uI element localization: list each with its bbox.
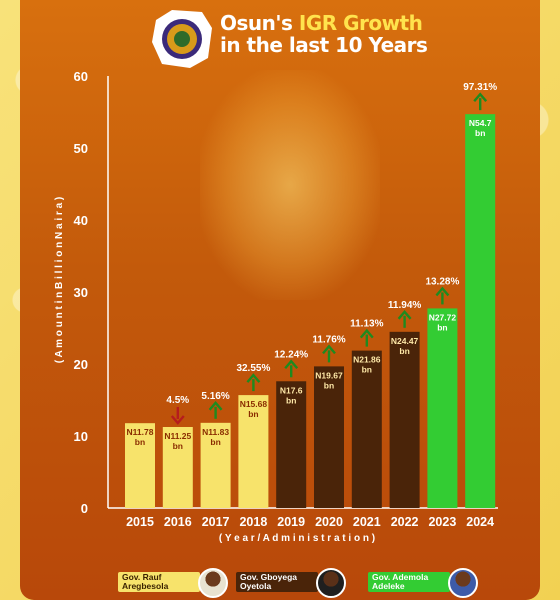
bar-value-unit: bn <box>248 409 258 419</box>
bar-value-label: N11.78 <box>127 427 154 437</box>
y-axis-label: ( A m o u n t i n B i l l i o n N a i r … <box>54 197 65 363</box>
y-tick-label: 0 <box>81 501 88 516</box>
title-line2: in the last 10 Years <box>220 33 428 57</box>
bar <box>238 395 269 508</box>
y-tick-label: 20 <box>74 357 88 372</box>
x-tick-label: 2016 <box>164 515 192 529</box>
bar-value-unit: bn <box>173 441 183 451</box>
x-tick-label: 2020 <box>315 515 343 529</box>
growth-label: 13.28% <box>425 276 459 287</box>
legend: Gov. Rauf Aregbesola Gov. Gboyega Oyetol… <box>0 562 560 600</box>
down-arrow-head <box>170 415 185 425</box>
x-tick-label: 2021 <box>353 515 381 529</box>
x-axis-label: ( Y e a r / A d m i n i s t r a t i o n … <box>219 533 375 544</box>
bar-value-label: N19.67 <box>315 370 343 380</box>
growth-label: 5.16% <box>201 391 229 402</box>
x-tick-label: 2022 <box>391 515 419 529</box>
growth-label: 12.24% <box>274 349 308 360</box>
up-arrow-head <box>246 373 261 383</box>
legend-swatch-adeleke: Gov. Ademola Adeleke <box>368 572 450 592</box>
y-tick-label: 50 <box>74 141 88 156</box>
x-tick-label: 2019 <box>277 515 305 529</box>
up-arrow-head <box>208 400 223 411</box>
y-tick-label: 40 <box>74 213 88 228</box>
legend-label: Gov. Rauf <box>122 572 162 582</box>
x-tick-label: 2024 <box>466 515 494 529</box>
legend-swatch-oyetola: Gov. Gboyega Oyetola <box>236 572 318 592</box>
bar-value-unit: bn <box>475 128 485 138</box>
legend-swatch-aregbesola: Gov. Rauf Aregbesola <box>118 572 200 592</box>
up-arrow-head <box>322 344 336 355</box>
avatar-oyetola <box>316 568 346 598</box>
bar-value-unit: bn <box>135 437 145 447</box>
governor-portrait <box>200 70 380 300</box>
growth-label: 11.13% <box>350 319 383 330</box>
legend-label: Gov. Ademola <box>372 572 429 582</box>
x-tick-label: 2018 <box>239 515 267 529</box>
title-block: Osun's IGR Growth in the last 10 Years <box>150 6 450 70</box>
up-arrow-head <box>435 286 450 297</box>
bar-value-label: N27.72 <box>429 312 457 322</box>
bar-value-unit: bn <box>399 346 409 356</box>
bar-value-label: N24.47 <box>391 336 419 346</box>
bar-value-label: N54.7 <box>469 118 492 128</box>
legend-label: Gov. Gboyega <box>240 572 297 582</box>
bar-value-label: N17.6 <box>280 385 303 395</box>
bars: N11.78bn2015N11.25bn20164.5%N11.83bn2017… <box>125 82 497 529</box>
legend-label: Oyetola <box>240 581 272 591</box>
legend-label: Aregbesola <box>122 581 169 591</box>
up-arrow-head <box>473 92 488 102</box>
bar <box>314 366 344 508</box>
x-tick-label: 2015 <box>126 515 154 529</box>
bar-value-label: N11.83 <box>202 427 229 437</box>
growth-label: 97.31% <box>463 82 497 93</box>
avatar-aregbesola <box>198 568 228 598</box>
up-arrow-head <box>397 309 412 320</box>
x-tick-label: 2017 <box>202 515 230 529</box>
title-highlight: IGR Growth <box>298 11 423 35</box>
bar <box>351 350 382 508</box>
growth-label: 4.5% <box>166 395 189 406</box>
growth-label: 11.76% <box>312 334 345 345</box>
y-ticks: 0 10 20 30 40 50 60 <box>74 69 88 516</box>
bar-value-label: N21.86 <box>353 355 381 365</box>
title-prefix: Osun's <box>220 11 299 35</box>
bar <box>427 308 458 508</box>
y-tick-label: 30 <box>74 285 88 300</box>
bar-value-unit: bn <box>437 322 447 332</box>
bar <box>162 427 193 508</box>
bar <box>200 422 231 508</box>
bar <box>125 423 155 508</box>
bar <box>276 381 307 508</box>
osun-state-seal-icon <box>152 10 212 68</box>
bar-value-unit: bn <box>362 365 372 375</box>
legend-label: Adeleke <box>372 581 405 591</box>
bar <box>389 331 420 508</box>
bar-value-label: N15.68 <box>240 399 268 409</box>
y-tick-label: 10 <box>74 429 88 444</box>
chart-title: Osun's IGR Growth in the last 10 Years <box>220 11 428 57</box>
bar-value-unit: bn <box>210 437 220 447</box>
up-arrow-head <box>359 328 374 339</box>
avatar-adeleke <box>448 568 478 598</box>
up-arrow-head <box>284 359 299 370</box>
growth-label: 32.55% <box>236 363 270 374</box>
bar-value-unit: bn <box>286 395 296 405</box>
bar-value-label: N11.25 <box>164 431 191 441</box>
bar-value-unit: bn <box>324 380 334 390</box>
growth-label: 11.94% <box>388 300 421 311</box>
y-tick-label: 60 <box>74 69 88 84</box>
x-tick-label: 2023 <box>428 515 456 529</box>
bar <box>465 114 496 508</box>
